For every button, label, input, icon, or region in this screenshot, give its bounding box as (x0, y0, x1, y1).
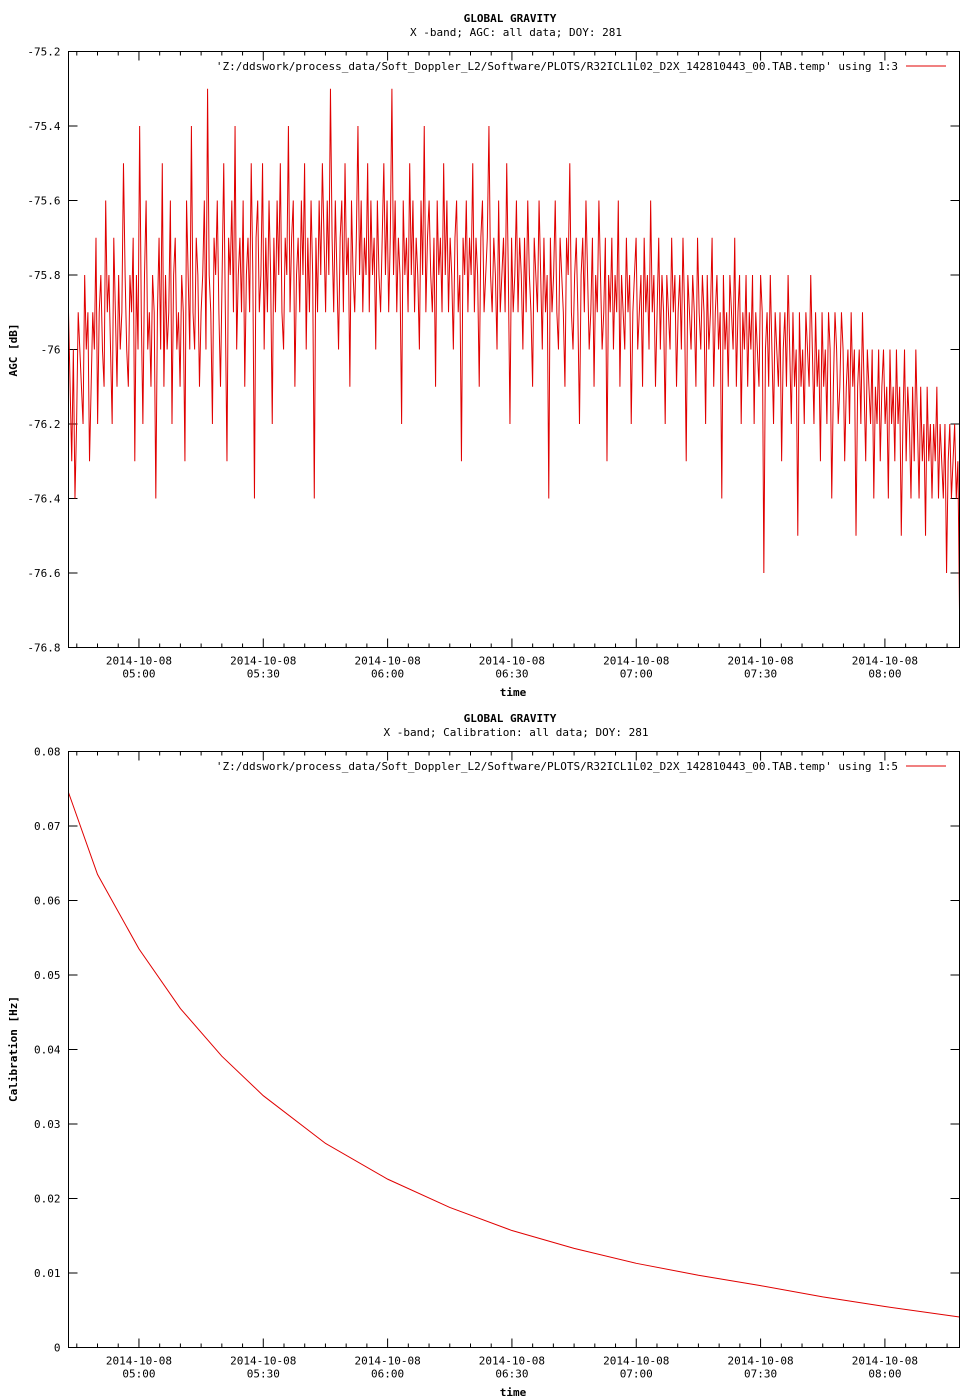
calibration-series-line (68, 792, 960, 1318)
calibration-x-tick-date: 2014-10-08 (106, 1355, 172, 1368)
agc-x-axis-label: time (500, 686, 527, 699)
calibration-y-tick-label: 0.04 (34, 1044, 61, 1057)
calibration-x-tick-date: 2014-10-08 (852, 1355, 918, 1368)
agc-x-tick-date: 2014-10-08 (354, 655, 420, 668)
agc-x-tick-date: 2014-10-08 (479, 655, 545, 668)
calibration-y-tick-label: 0.03 (34, 1118, 61, 1131)
agc-y-tick-label: -76.4 (27, 493, 60, 506)
agc-x-tick-date: 2014-10-08 (230, 655, 296, 668)
calibration-y-tick-label: 0.08 (34, 746, 61, 759)
agc-plot: GLOBAL GRAVITY X -band; AGC: all data; D… (7, 12, 960, 699)
calibration-legend-label: 'Z:/ddswork/process_data/Soft_Doppler_L2… (216, 760, 898, 773)
agc-chart-subtitle: X -band; AGC: all data; DOY: 281 (410, 26, 622, 39)
agc-y-tick-label: -75.6 (27, 195, 60, 208)
agc-x-tick-time: 08:00 (868, 668, 901, 681)
agc-y-tick-label: -75.2 (27, 46, 60, 59)
agc-x-tick-date: 2014-10-08 (106, 655, 172, 668)
agc-chart-title: GLOBAL GRAVITY (464, 12, 557, 25)
calibration-x-tick-date: 2014-10-08 (354, 1355, 420, 1368)
calibration-x-tick-date: 2014-10-08 (479, 1355, 545, 1368)
agc-y-tick-label: -75.4 (27, 120, 60, 133)
calibration-x-tick-time: 06:00 (371, 1368, 404, 1381)
agc-series-line (68, 88, 960, 611)
calibration-x-tick-time: 05:30 (247, 1368, 280, 1381)
calibration-plot: GLOBAL GRAVITY X -band; Calibration: all… (7, 712, 960, 1399)
agc-y-tick-label: -76.6 (27, 567, 60, 580)
agc-plot-frame (68, 51, 960, 648)
calibration-y-tick-label: 0.07 (34, 820, 61, 833)
agc-x-tick-time: 07:00 (620, 668, 653, 681)
calibration-y-tick-label: 0.06 (34, 895, 61, 908)
agc-x-tick-time: 07:30 (744, 668, 777, 681)
calibration-x-tick-time: 05:00 (122, 1368, 155, 1381)
agc-legend-label: 'Z:/ddswork/process_data/Soft_Doppler_L2… (216, 60, 898, 73)
agc-x-tick-date: 2014-10-08 (727, 655, 793, 668)
calibration-y-tick-label: 0.05 (34, 969, 61, 982)
calibration-x-tick-date: 2014-10-08 (603, 1355, 669, 1368)
calibration-x-tick-time: 06:30 (495, 1368, 528, 1381)
agc-y-axis-label: AGC [dB] (7, 324, 20, 377)
calibration-x-axis-label: time (500, 1386, 527, 1399)
calibration-y-tick-label: 0.01 (34, 1267, 61, 1280)
agc-x-tick-time: 06:30 (495, 668, 528, 681)
calibration-x-tick-time: 07:30 (744, 1368, 777, 1381)
agc-y-tick-label: -76.2 (27, 418, 60, 431)
agc-y-tick-label: -76.8 (27, 642, 60, 655)
agc-x-tick-time: 05:30 (247, 668, 280, 681)
agc-x-tick-date: 2014-10-08 (603, 655, 669, 668)
calibration-plot-frame (68, 751, 960, 1348)
calibration-x-tick-time: 08:00 (868, 1368, 901, 1381)
agc-x-tick-time: 05:00 (122, 668, 155, 681)
agc-y-tick-label: -75.8 (27, 269, 60, 282)
calibration-y-tick-label: 0 (54, 1342, 61, 1355)
calibration-chart-subtitle: X -band; Calibration: all data; DOY: 281 (384, 726, 649, 739)
calibration-x-tick-date: 2014-10-08 (727, 1355, 793, 1368)
agc-x-tick-time: 06:00 (371, 668, 404, 681)
calibration-x-tick-date: 2014-10-08 (230, 1355, 296, 1368)
calibration-x-tick-time: 07:00 (620, 1368, 653, 1381)
calibration-y-tick-label: 0.02 (34, 1193, 61, 1206)
calibration-y-axis-label: Calibration [Hz] (7, 996, 20, 1102)
agc-x-tick-date: 2014-10-08 (852, 655, 918, 668)
calibration-chart-title: GLOBAL GRAVITY (464, 712, 557, 725)
agc-y-tick-label: -76 (41, 344, 61, 357)
